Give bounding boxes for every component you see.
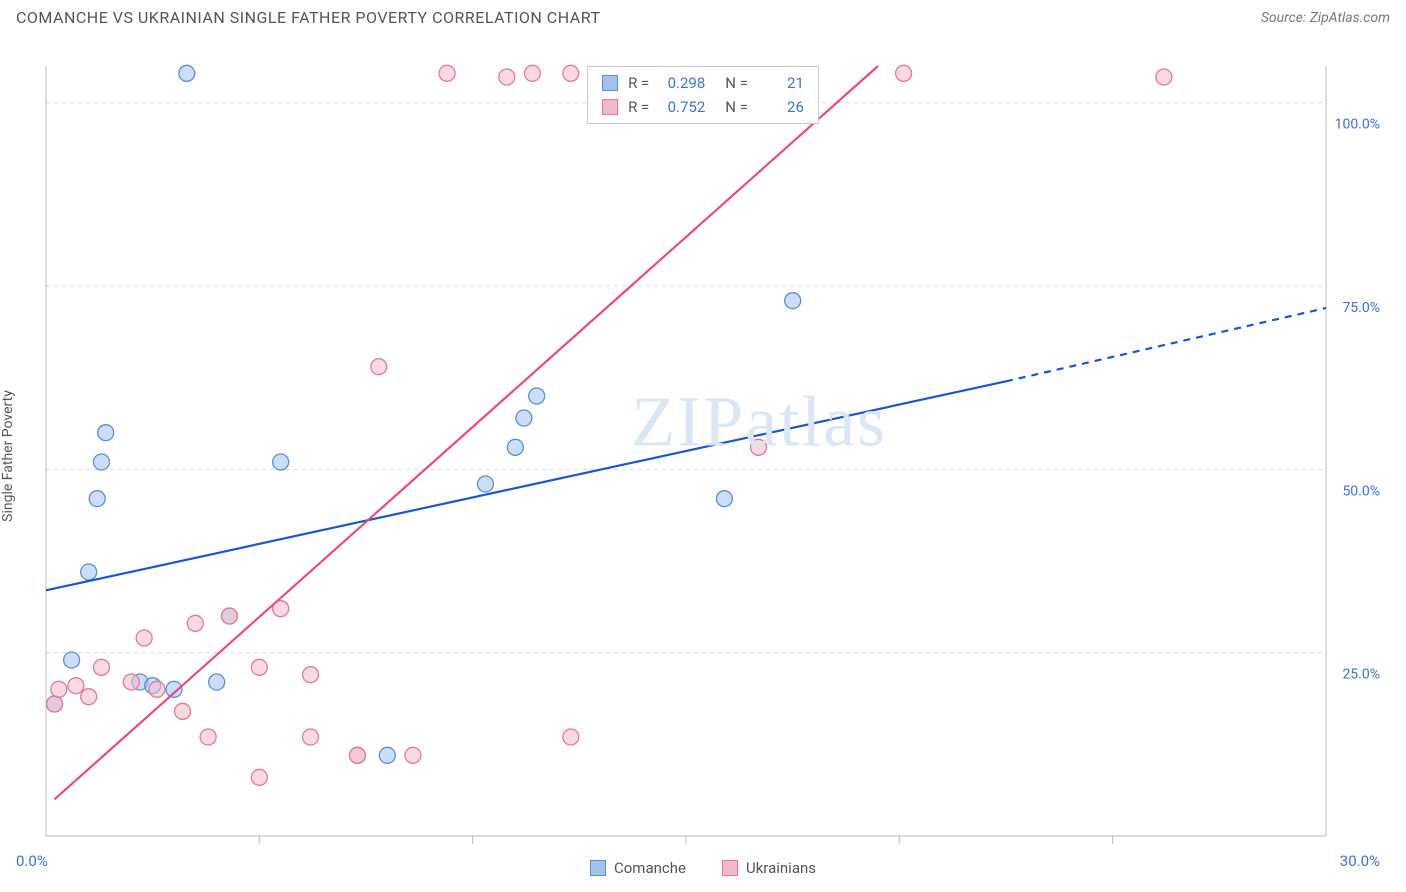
svg-text:75.0%: 75.0%	[1342, 300, 1380, 316]
legend-item: Comanche	[590, 859, 686, 877]
r-value: 0.298	[659, 71, 705, 95]
svg-text:0.0%: 0.0%	[16, 852, 48, 870]
stats-row: R = 0.752 N = 26	[602, 95, 804, 119]
series-legend: Comanche Ukrainians	[590, 859, 816, 877]
n-value: 26	[758, 95, 804, 119]
y-axis-label: Single Father Poverty	[0, 390, 16, 522]
svg-text:100.0%: 100.0%	[1335, 117, 1380, 133]
stats-legend-box: R = 0.298 N = 21 R = 0.752 N = 26	[587, 66, 819, 124]
stats-row: R = 0.298 N = 21	[602, 71, 804, 95]
scatter-chart-svg: 25.0% 50.0% 75.0% 100.0% 0.0% 30.0%	[0, 31, 1406, 881]
series-swatch	[602, 99, 618, 115]
legend-label: Ukrainians	[746, 859, 816, 877]
n-label: N =	[725, 95, 748, 119]
chart-title: COMANCHE VS UKRAINIAN SINGLE FATHER POVE…	[16, 8, 601, 27]
chart-header: COMANCHE VS UKRAINIAN SINGLE FATHER POVE…	[0, 0, 1406, 31]
source-prefix: Source:	[1261, 10, 1310, 26]
source-name: ZipAtlas.com	[1310, 10, 1390, 26]
series-swatch	[602, 75, 618, 91]
r-value: 0.752	[659, 95, 705, 119]
n-label: N =	[725, 71, 748, 95]
svg-text:50.0%: 50.0%	[1342, 483, 1380, 499]
svg-text:30.0%: 30.0%	[1340, 852, 1380, 870]
chart-container: Single Father Poverty 25.0% 50.0% 75.0% 100…	[0, 31, 1406, 881]
legend-item: Ukrainians	[722, 859, 816, 877]
svg-text:25.0%: 25.0%	[1342, 667, 1380, 683]
r-label: R =	[628, 71, 649, 95]
r-label: R =	[628, 95, 649, 119]
legend-label: Comanche	[614, 859, 686, 877]
legend-swatch	[590, 860, 606, 876]
n-value: 21	[758, 71, 804, 95]
source-attribution: Source: ZipAtlas.com	[1261, 10, 1390, 26]
legend-swatch	[722, 860, 738, 876]
